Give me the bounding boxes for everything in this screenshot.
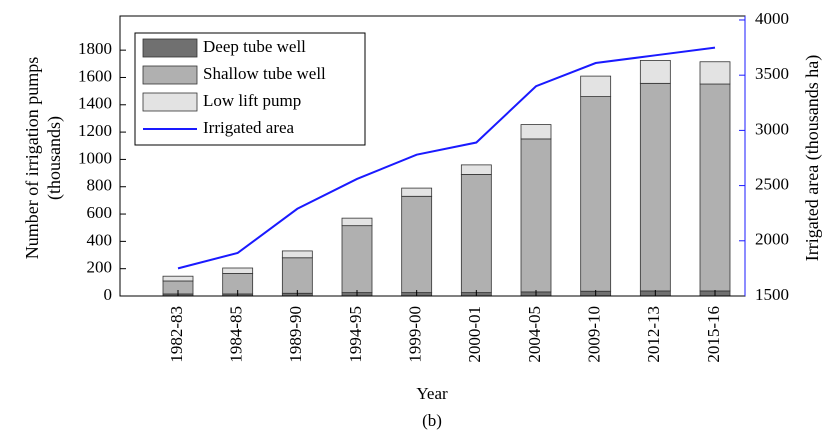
legend-label: Irrigated area bbox=[203, 118, 295, 137]
legend-label: Low lift pump bbox=[203, 91, 301, 110]
bar bbox=[460, 164, 492, 175]
legend-patch bbox=[142, 92, 198, 112]
y2-tick-label: 4000 bbox=[755, 9, 789, 28]
x-tick-label: 1989-90 bbox=[286, 306, 305, 363]
bar bbox=[639, 59, 671, 84]
x-tick-label: 2000-01 bbox=[465, 306, 484, 363]
y-tick-label: 0 bbox=[104, 285, 113, 304]
legend-patch bbox=[142, 38, 198, 58]
legend-patch bbox=[142, 65, 198, 85]
y-axis-label: Number of irrigation pumps bbox=[22, 57, 42, 259]
y-tick-label: 1400 bbox=[78, 94, 112, 113]
bar bbox=[162, 275, 194, 282]
y-tick-label: 1800 bbox=[78, 39, 112, 58]
y-tick-label: 800 bbox=[87, 176, 113, 195]
bar bbox=[580, 96, 612, 292]
line bbox=[177, 46, 716, 270]
x-tick-label: 2004-05 bbox=[525, 306, 544, 363]
legend-label: Shallow tube well bbox=[203, 64, 326, 83]
bar bbox=[520, 124, 552, 140]
y2-axis-label: Irrigated area (thousands ha) bbox=[802, 55, 823, 261]
bar bbox=[699, 61, 731, 85]
bar bbox=[341, 225, 373, 293]
bar bbox=[699, 83, 731, 292]
y2-tick-label: 3000 bbox=[755, 119, 789, 138]
y-tick-label: 1000 bbox=[78, 148, 112, 167]
y2-tick-label: 3500 bbox=[755, 64, 789, 83]
x-tick-label: 2009-10 bbox=[585, 306, 604, 363]
bar bbox=[401, 195, 433, 293]
bar bbox=[639, 82, 671, 292]
y2-tick-label: 2000 bbox=[755, 230, 789, 249]
bar bbox=[401, 187, 433, 197]
bar bbox=[281, 250, 313, 259]
bar bbox=[580, 75, 612, 97]
y-tick-label: 1600 bbox=[78, 66, 112, 85]
bar bbox=[341, 217, 373, 227]
legend-label: Deep tube well bbox=[203, 37, 306, 56]
bar bbox=[520, 138, 552, 293]
x-axis-label: Year bbox=[416, 384, 448, 403]
bar bbox=[222, 267, 254, 274]
y-tick-label: 1200 bbox=[78, 121, 112, 140]
y-axis-label: (thousands) bbox=[44, 116, 65, 200]
x-tick-label: 1982-83 bbox=[167, 306, 186, 363]
y-tick-label: 200 bbox=[87, 258, 113, 277]
bar bbox=[281, 257, 313, 294]
bar bbox=[460, 174, 492, 293]
x-tick-label: 1994-95 bbox=[346, 306, 365, 363]
y-tick-label: 600 bbox=[87, 203, 113, 222]
y-tick-label: 400 bbox=[87, 230, 113, 249]
y2-tick-label: 2500 bbox=[755, 174, 789, 193]
caption: (b) bbox=[422, 411, 442, 430]
x-tick-label: 1999-00 bbox=[406, 306, 425, 363]
x-tick-label: 2012-13 bbox=[644, 306, 663, 363]
y2-tick-label: 1500 bbox=[755, 285, 789, 304]
x-tick-label: 1984-85 bbox=[227, 306, 246, 363]
x-tick-label: 2015-16 bbox=[704, 306, 723, 363]
